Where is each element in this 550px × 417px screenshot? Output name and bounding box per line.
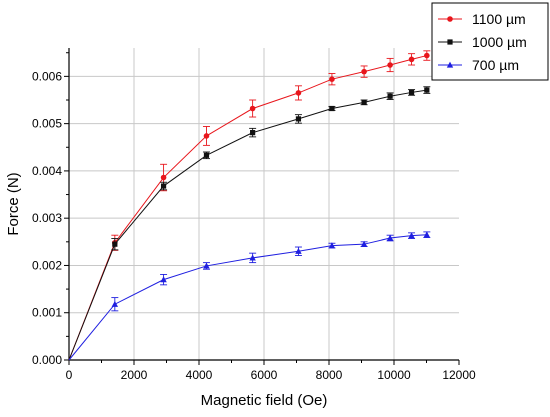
data-point <box>111 300 119 307</box>
data-point <box>386 234 394 241</box>
x-axis-title: Magnetic field (Oe) <box>201 392 328 409</box>
data-point <box>160 276 167 283</box>
series-2 <box>68 231 431 361</box>
data-point <box>203 152 210 158</box>
x-tick-label: 8000 <box>316 368 343 382</box>
data-point <box>329 105 335 112</box>
legend-label: 1000 µm <box>472 34 527 50</box>
x-tick-label: 4000 <box>186 368 213 382</box>
data-point <box>387 62 393 68</box>
y-tick-label: 0.004 <box>32 164 62 178</box>
legend: 1100 µm 1000 µm 700 µm <box>431 2 549 81</box>
data-point <box>160 183 167 189</box>
y-tick-label: 0.006 <box>32 69 62 83</box>
data-point <box>249 105 256 112</box>
x-tick-label: 10000 <box>377 368 411 382</box>
data-point <box>203 133 210 139</box>
data-point <box>328 242 336 249</box>
data-point <box>203 262 210 269</box>
y-axis-title: Force (N) <box>5 172 22 235</box>
y-tick-label: 0.002 <box>32 258 62 272</box>
data-point <box>408 89 415 96</box>
x-tick-label: 0 <box>66 368 73 382</box>
data-point <box>250 130 256 136</box>
data-point <box>424 87 430 93</box>
data-point <box>408 56 415 63</box>
data-point <box>295 116 302 122</box>
legend-marker <box>447 16 453 22</box>
data-point <box>329 76 335 82</box>
y-tick-label: 0.005 <box>32 117 62 131</box>
data-point <box>361 68 367 75</box>
x-tick-label: 6000 <box>251 368 278 382</box>
data-point <box>424 52 430 59</box>
axes-layer: 0 2000 4000 6000 8000 10000 12000 0.000 0.001 0.0… <box>32 48 476 382</box>
data-point <box>160 174 167 181</box>
data-point <box>423 231 431 238</box>
legend-marker <box>447 39 453 45</box>
legend-label: 1100 µm <box>472 11 526 27</box>
x-tick-label: 2000 <box>121 368 148 382</box>
data-point <box>387 93 393 99</box>
data-point <box>295 247 302 254</box>
data-point <box>295 90 302 96</box>
grid-layer <box>69 48 459 360</box>
x-tick-label: 12000 <box>442 368 476 382</box>
data-point <box>361 99 367 105</box>
y-tick-label: 0.003 <box>32 211 62 225</box>
series-1 <box>68 86 431 361</box>
y-tick-label: 0.001 <box>32 306 62 320</box>
data-point <box>112 241 118 247</box>
legend-marker <box>446 61 454 68</box>
data-point <box>408 232 415 239</box>
legend-label: 700 µm <box>472 57 519 73</box>
y-tick-label: 0.000 <box>32 353 62 367</box>
data-point <box>249 254 256 261</box>
data-point <box>360 240 368 247</box>
series-layer <box>68 50 431 361</box>
